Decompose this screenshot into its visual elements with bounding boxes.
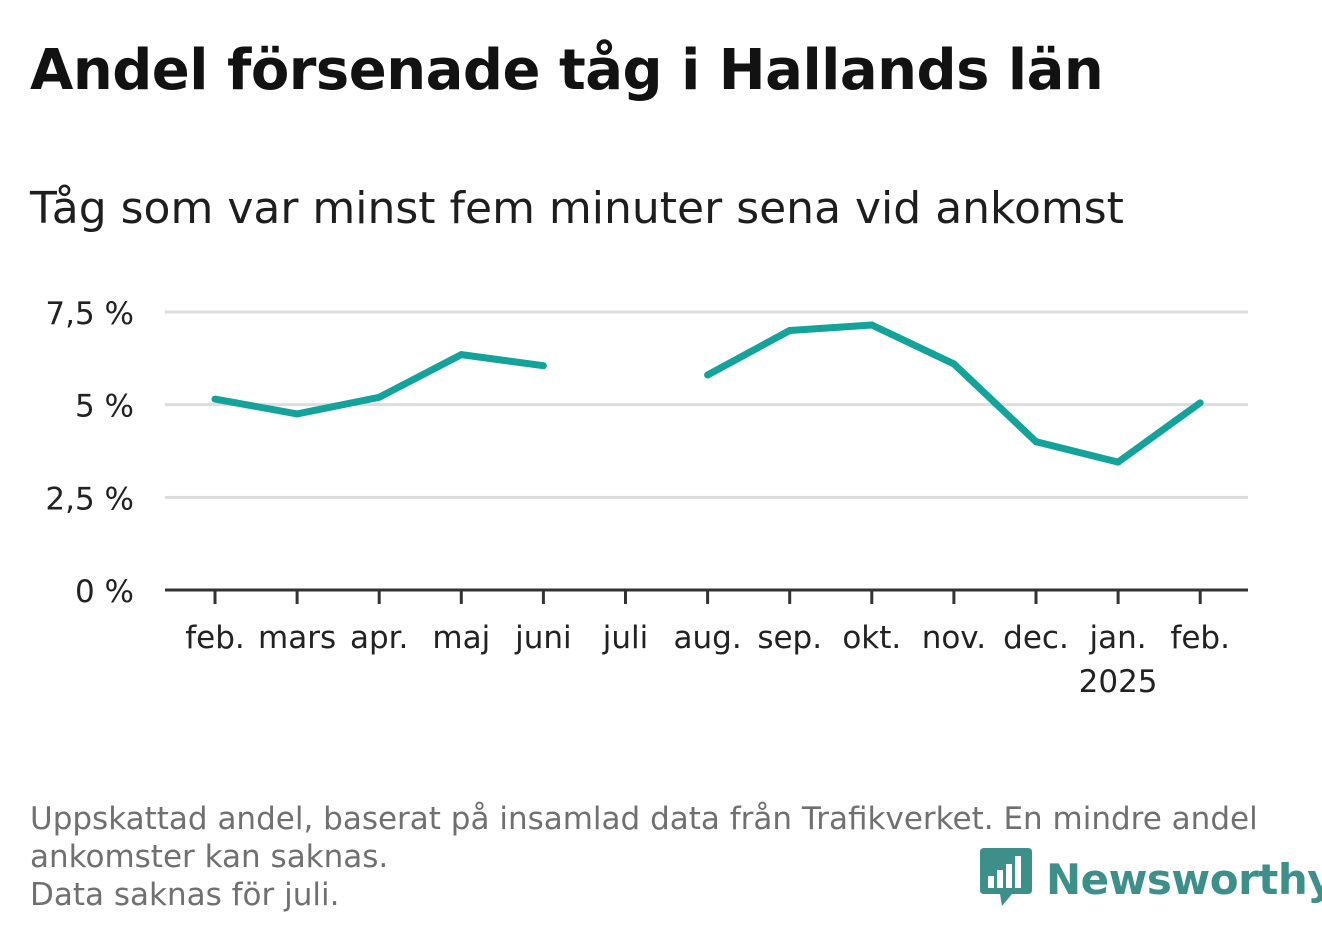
chart-subtitle: Tåg som var minst fem minuter sena vid a… xyxy=(30,183,1124,234)
x-tick-label: juli xyxy=(602,620,649,656)
x-tick-label: maj xyxy=(432,620,490,656)
data-point xyxy=(539,362,547,370)
y-tick-label: 5 % xyxy=(75,389,134,425)
newsworthy-logo: Newsworthy xyxy=(980,848,1322,910)
data-point xyxy=(293,410,301,418)
x-tick-label: juni xyxy=(514,620,572,656)
line-chart: 0 % 2,5 % 5 % 7,5 % feb. mars apr. maj juni juli… xyxy=(45,296,1248,700)
chart-note: Uppskattad andel, baserat på insamlad da… xyxy=(30,800,1280,914)
x-tick-label: dec. xyxy=(1003,620,1069,656)
data-point xyxy=(1114,458,1122,466)
series-line-segment xyxy=(705,321,1203,466)
x-tick-label: apr. xyxy=(350,620,408,656)
y-tick-label: 2,5 % xyxy=(45,481,134,517)
chart-title: Andel försenade tåg i Hallands län xyxy=(30,38,1104,103)
x-tick-label: nov. xyxy=(922,620,986,656)
data-point xyxy=(1196,399,1204,407)
y-tick-label: 0 % xyxy=(75,574,134,610)
data-point xyxy=(211,395,219,403)
brand-name: Newsworthy xyxy=(1046,854,1322,904)
x-tick-label: mars xyxy=(258,620,336,656)
x-tick-label: feb. xyxy=(1170,620,1230,656)
y-tick-label: 7,5 % xyxy=(45,296,134,332)
y-axis: 0 % 2,5 % 5 % 7,5 % xyxy=(45,296,134,610)
data-point xyxy=(868,321,876,329)
x-tick-label: feb. xyxy=(185,620,245,656)
x-axis: feb. mars apr. maj juni juli aug. sep. okt. nov. d… xyxy=(165,588,1248,700)
x-tick-label: aug. xyxy=(674,620,742,656)
x-tick-label: sep. xyxy=(757,620,822,656)
data-point xyxy=(704,371,712,379)
newsworthy-logo-icon xyxy=(980,848,1032,906)
data-point xyxy=(1032,438,1040,446)
note-line-1: Uppskattad andel, baserat på insamlad da… xyxy=(30,801,1258,837)
x-tick-sublabel: 2025 xyxy=(1079,664,1158,700)
note-line-3: Data saknas för juli. xyxy=(30,877,340,913)
note-line-2: ankomster kan saknas. xyxy=(30,839,389,875)
data-point xyxy=(786,327,794,335)
data-point xyxy=(375,393,383,401)
x-tick-label: jan. xyxy=(1089,620,1147,656)
x-tick-label: okt. xyxy=(842,620,901,656)
series-delayed-share xyxy=(211,321,1204,466)
data-point xyxy=(457,351,465,359)
data-point xyxy=(950,360,958,368)
